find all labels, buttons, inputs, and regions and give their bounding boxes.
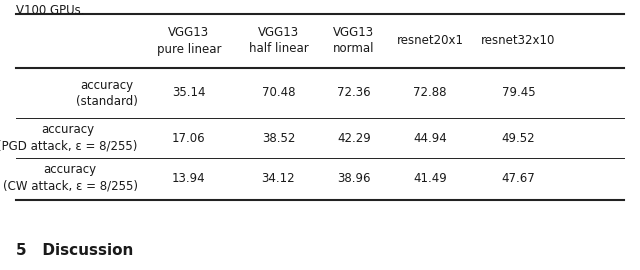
Text: 5   Discussion: 5 Discussion (16, 243, 133, 258)
Text: 38.52: 38.52 (262, 131, 295, 144)
Text: 38.96: 38.96 (337, 171, 371, 184)
Text: accuracy
(PGD attack, ε = 8/255): accuracy (PGD attack, ε = 8/255) (0, 123, 138, 153)
Text: 72.36: 72.36 (337, 86, 371, 100)
Text: 13.94: 13.94 (172, 171, 205, 184)
Text: resnet20x1: resnet20x1 (397, 35, 463, 48)
Text: 72.88: 72.88 (413, 86, 447, 100)
Text: 41.49: 41.49 (413, 171, 447, 184)
Text: 49.52: 49.52 (502, 131, 535, 144)
Text: VGG13
pure linear: VGG13 pure linear (157, 26, 221, 56)
Text: 34.12: 34.12 (262, 171, 295, 184)
Text: 47.67: 47.67 (502, 171, 535, 184)
Text: VGG13
normal: VGG13 normal (333, 26, 374, 56)
Text: accuracy
(CW attack, ε = 8/255): accuracy (CW attack, ε = 8/255) (3, 164, 138, 193)
Text: 44.94: 44.94 (413, 131, 447, 144)
Text: 17.06: 17.06 (172, 131, 205, 144)
Text: 79.45: 79.45 (502, 86, 535, 100)
Text: VGG13
half linear: VGG13 half linear (248, 26, 308, 56)
Text: V100 GPUs.: V100 GPUs. (16, 4, 84, 17)
Text: 42.29: 42.29 (337, 131, 371, 144)
Text: resnet32x10: resnet32x10 (481, 35, 556, 48)
Text: 35.14: 35.14 (172, 86, 205, 100)
Text: 70.48: 70.48 (262, 86, 295, 100)
Text: accuracy
(standard): accuracy (standard) (76, 79, 138, 107)
